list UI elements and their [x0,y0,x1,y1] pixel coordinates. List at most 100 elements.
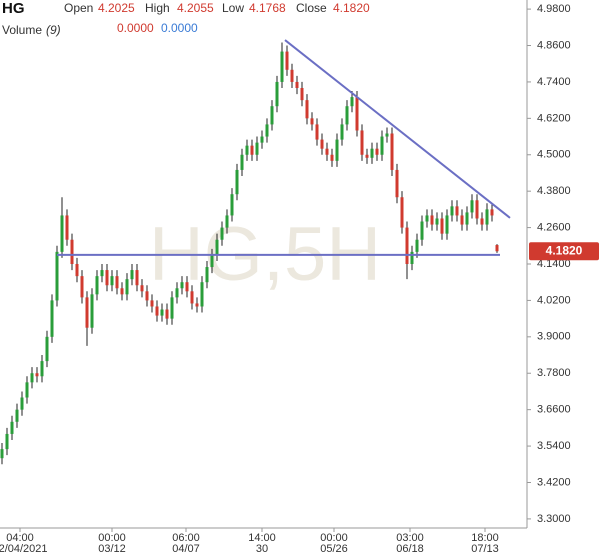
candle-body [310,118,314,125]
last-price-tag [529,242,599,261]
candle-body [195,303,199,307]
candle-body [115,276,119,289]
candle-body [370,148,374,158]
candle-body [435,218,439,225]
open-value: 4.2025 [98,1,135,15]
candle-body [295,81,299,88]
candle-body [110,276,114,286]
candle-body [35,373,39,377]
y-tick-label: 3.9000 [537,331,571,343]
candle-body [290,69,294,82]
close-label: Close [296,1,327,15]
y-tick-label: 4.7400 [537,76,571,88]
x-tick-label: 07/13 [471,543,499,555]
candle-body [205,267,209,283]
candle-body [165,309,169,319]
candle-body [480,218,484,225]
y-tick-label: 4.5000 [537,149,571,161]
candle-body [465,212,469,225]
low-value: 4.1768 [249,1,286,15]
candle-body [215,239,219,255]
volume-value: 0.0000 [161,21,198,35]
candle-body [430,215,434,225]
candle-body [140,285,144,292]
candle-body [440,218,444,234]
candle-body [235,169,239,195]
y-tick-label: 4.1400 [537,258,571,270]
candle-body [120,288,124,295]
x-tick-label: 03/12 [98,543,126,555]
candle-body [490,209,494,216]
y-tick-label: 3.5400 [537,440,571,452]
candle-body [200,282,204,307]
candle-body [470,200,474,213]
volume-value: 0.0000 [117,21,154,35]
candle-body [330,154,334,161]
candle-body [180,282,184,289]
candle-body [30,373,34,383]
candle-body [375,148,379,155]
x-tick-label: 04:00 [6,532,34,544]
candle-body [220,227,224,240]
candle-body [40,361,44,377]
candle-body [245,145,249,155]
candle-body [275,81,279,107]
candle-body [365,154,369,158]
candle-body [70,239,74,264]
close-value: 4.1820 [333,1,370,15]
candle-body [15,409,19,422]
candle-body [340,124,344,140]
candle-body [250,145,254,155]
candle-body [325,148,329,155]
candle-body [75,264,79,277]
candle-body [185,282,189,292]
candle-body [170,297,174,319]
y-tick-label: 3.6600 [537,404,571,416]
candle-body [125,279,129,295]
candle-body [335,139,339,161]
candle-body [95,276,99,295]
candle-body [60,215,64,252]
candle-body [410,251,414,264]
y-tick-label: 4.0200 [537,294,571,306]
candle-body [360,130,364,155]
candle-body [320,139,324,149]
candle-body [405,227,409,264]
y-tick-label: 4.8600 [537,39,571,51]
x-tick-label: 02/04/2021 [0,543,48,555]
candle-body [210,254,214,268]
candle-body [475,200,479,219]
x-tick-label: 00:00 [98,532,126,544]
candle-body [485,209,489,225]
x-tick-label: 30 [256,543,268,555]
candle-body [20,397,24,410]
candle-body [100,270,104,277]
candle-body [150,300,154,307]
y-tick-label: 4.9800 [537,3,571,15]
candle-body [45,336,49,362]
candle-body [355,97,359,131]
candle-body [305,100,309,119]
candle-body [415,239,419,252]
candle-body [420,221,424,240]
candle-body [160,309,164,316]
y-tick-label: 4.3800 [537,185,571,197]
y-tick-label: 4.2600 [537,221,571,233]
candle-body [25,382,29,398]
candle-body [280,51,284,82]
candle-body [145,291,149,301]
high-value: 4.2055 [177,1,214,15]
x-tick-label: 14:00 [248,532,276,544]
candle-body [315,124,319,140]
candle-body [385,133,389,137]
candle-body [350,97,354,107]
candle-body [460,215,464,225]
candle-body [270,106,274,125]
candle-body [155,306,159,316]
x-tick-label: 06/18 [396,543,424,555]
candle-body [10,421,14,434]
candle-body [50,300,54,337]
x-tick-label: 03:00 [396,532,424,544]
x-tick-label: 05/26 [320,543,348,555]
